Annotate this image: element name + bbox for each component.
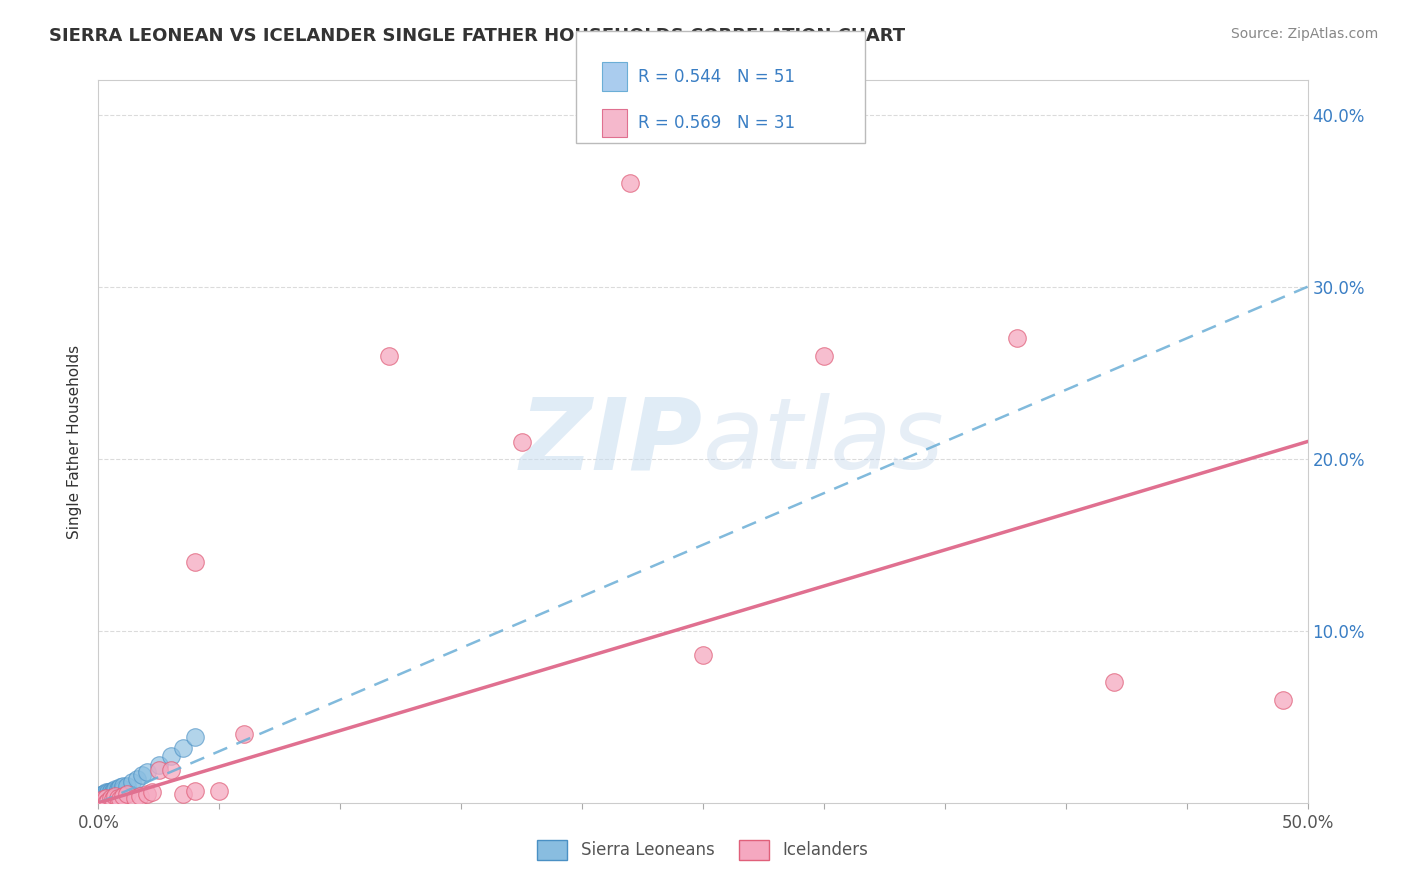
Point bbox=[94, 796, 117, 810]
Point bbox=[160, 763, 183, 777]
Point bbox=[97, 785, 120, 799]
Point bbox=[107, 782, 129, 797]
Legend: Sierra Leoneans, Icelanders: Sierra Leoneans, Icelanders bbox=[530, 833, 876, 867]
Point bbox=[91, 787, 114, 801]
Point bbox=[90, 789, 112, 803]
Point bbox=[87, 796, 110, 810]
Point bbox=[131, 768, 153, 782]
Point bbox=[100, 785, 122, 799]
Point bbox=[90, 792, 112, 806]
Point bbox=[160, 749, 183, 764]
Point bbox=[104, 789, 127, 803]
Point bbox=[135, 764, 157, 779]
Point bbox=[127, 772, 149, 786]
Point bbox=[91, 789, 114, 803]
Point bbox=[172, 787, 194, 801]
Point bbox=[107, 784, 129, 798]
Point bbox=[117, 779, 139, 793]
Point bbox=[813, 349, 835, 363]
Text: R = 0.544   N = 51: R = 0.544 N = 51 bbox=[638, 68, 796, 86]
Point bbox=[104, 785, 127, 799]
Text: R = 0.569   N = 31: R = 0.569 N = 31 bbox=[638, 114, 796, 132]
Point bbox=[100, 787, 122, 801]
Point bbox=[619, 177, 641, 191]
Point bbox=[1272, 692, 1295, 706]
Text: atlas: atlas bbox=[703, 393, 945, 490]
Y-axis label: Single Father Households: Single Father Households bbox=[67, 344, 83, 539]
Point bbox=[94, 787, 117, 801]
Point bbox=[90, 794, 112, 808]
Point bbox=[90, 796, 112, 810]
Point bbox=[91, 789, 114, 803]
Point bbox=[104, 782, 127, 797]
Point bbox=[101, 784, 124, 798]
Point bbox=[692, 648, 714, 662]
Point bbox=[101, 785, 124, 799]
Point bbox=[91, 792, 114, 806]
Point bbox=[135, 787, 157, 801]
Point bbox=[94, 787, 117, 801]
Point bbox=[87, 794, 110, 808]
Point bbox=[100, 789, 122, 803]
Point bbox=[184, 784, 207, 798]
Point bbox=[90, 790, 112, 805]
Point bbox=[91, 794, 114, 808]
Point bbox=[128, 789, 150, 803]
Point bbox=[208, 784, 231, 798]
Point bbox=[101, 792, 124, 806]
Point bbox=[172, 740, 194, 755]
Point bbox=[184, 731, 207, 745]
Point bbox=[91, 790, 114, 805]
Point bbox=[141, 785, 163, 799]
Point bbox=[90, 792, 112, 806]
Point bbox=[94, 785, 117, 799]
Point bbox=[121, 775, 143, 789]
Point bbox=[1102, 675, 1125, 690]
Point bbox=[100, 790, 122, 805]
Point bbox=[108, 784, 131, 798]
Point bbox=[148, 763, 170, 777]
Point bbox=[104, 784, 127, 798]
Point bbox=[97, 790, 120, 805]
Point bbox=[91, 787, 114, 801]
Point bbox=[97, 794, 120, 808]
Text: SIERRA LEONEAN VS ICELANDER SINGLE FATHER HOUSEHOLDS CORRELATION CHART: SIERRA LEONEAN VS ICELANDER SINGLE FATHE… bbox=[49, 27, 905, 45]
Point bbox=[111, 789, 134, 803]
Point bbox=[90, 790, 112, 805]
Point bbox=[510, 434, 533, 449]
Text: ZIP: ZIP bbox=[520, 393, 703, 490]
Point bbox=[91, 792, 114, 806]
Point bbox=[1007, 331, 1029, 345]
Point bbox=[111, 782, 134, 797]
Text: Source: ZipAtlas.com: Source: ZipAtlas.com bbox=[1230, 27, 1378, 41]
Point bbox=[124, 790, 146, 805]
Point bbox=[111, 779, 134, 793]
Point bbox=[97, 787, 120, 801]
Point bbox=[107, 790, 129, 805]
Point bbox=[94, 789, 117, 803]
Point bbox=[94, 790, 117, 805]
Point bbox=[100, 784, 122, 798]
Point bbox=[101, 787, 124, 801]
Point bbox=[97, 789, 120, 803]
Point bbox=[148, 758, 170, 772]
Point bbox=[108, 780, 131, 795]
Point bbox=[94, 792, 117, 806]
Point bbox=[94, 790, 117, 805]
Point bbox=[108, 792, 131, 806]
Point bbox=[377, 349, 399, 363]
Point bbox=[232, 727, 254, 741]
Point bbox=[184, 555, 207, 569]
Point bbox=[90, 794, 112, 808]
Point bbox=[117, 787, 139, 801]
